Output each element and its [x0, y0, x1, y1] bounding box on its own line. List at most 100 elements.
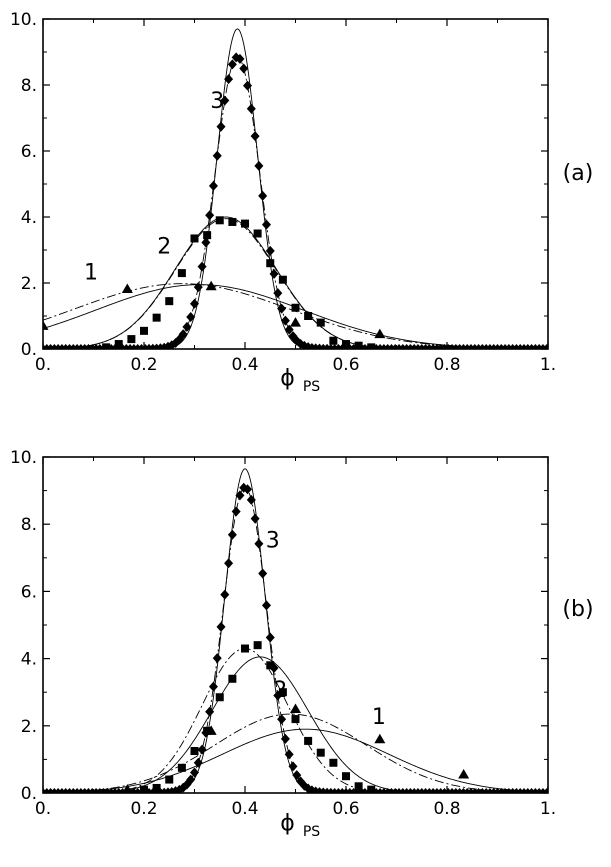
- series-3-diamond-marker: [288, 761, 298, 772]
- series-2-square-marker: [228, 217, 237, 226]
- series-3-diamond-marker: [167, 340, 177, 349]
- series-1-triangle-marker: [374, 733, 386, 744]
- panel-label: (a): [563, 161, 594, 186]
- series-2-square-marker: [140, 785, 148, 793]
- y-tick-label: 8.: [21, 76, 37, 96]
- series-2-square-marker: [316, 748, 325, 757]
- series-3-diamond-marker: [250, 513, 260, 524]
- series-1-fit-line: [43, 728, 548, 793]
- series-3-diamond-marker: [212, 150, 222, 161]
- series-3-diamond-marker: [197, 744, 207, 755]
- series-2-square-marker: [266, 661, 275, 670]
- series-2-square-marker: [203, 231, 212, 240]
- series-3-diamond-marker: [261, 219, 271, 230]
- series-3-diamond-marker: [216, 621, 226, 632]
- panel-label: (b): [562, 597, 593, 622]
- series-2-square-marker: [215, 693, 224, 702]
- series-3-diamond-marker: [265, 245, 275, 256]
- series-3-diamond-marker: [182, 321, 192, 332]
- series-2-square-marker: [190, 234, 199, 243]
- series-2-square-marker: [165, 297, 174, 306]
- series-3-diamond-marker: [542, 788, 548, 793]
- series-3-diamond-marker: [190, 298, 199, 309]
- plot-frame: [42, 18, 549, 350]
- series-3-diamond-marker: [280, 315, 290, 326]
- x-axis-label-subscript: PS: [303, 824, 320, 840]
- series-3-diamond-marker: [197, 261, 207, 272]
- x-tick-label: 0.8: [433, 799, 460, 819]
- series-2-square-marker: [316, 318, 325, 327]
- x-tick-label: 0.6: [332, 355, 359, 375]
- x-axis-label-subscript: PS: [303, 379, 320, 395]
- series-3-diamond-marker: [186, 774, 196, 785]
- series-3-diamond-marker: [284, 324, 294, 335]
- series-3-diamond-marker: [208, 180, 218, 191]
- series-3-diamond-marker: [231, 506, 241, 517]
- series-3-diamond-marker: [193, 757, 203, 768]
- series-3-diamond-marker: [273, 288, 283, 299]
- series-2-square-marker: [278, 275, 287, 284]
- series-3-diamond-marker: [224, 558, 234, 569]
- x-tick-label: 0.4: [231, 799, 258, 819]
- series-3-diamond-marker: [261, 600, 271, 611]
- series-3-diamond-marker: [193, 282, 203, 293]
- series-3-diamond-marker: [269, 268, 279, 279]
- plot-area: [43, 468, 548, 793]
- series-2-square-marker: [304, 312, 313, 320]
- x-tick-label: 0.8: [433, 355, 460, 375]
- series-3-diamond-marker: [178, 329, 188, 340]
- series-3-diamond-marker: [243, 484, 253, 495]
- panel-b: 0. 0.2 0.4 0.6 0.8 1. 0. 2. 4. 6. 8. 10. ϕ PS (b) 1 2 3: [10, 448, 594, 840]
- series-2-square-marker: [253, 229, 262, 238]
- series-3-diamond-marker: [220, 95, 230, 106]
- series-3-diamond-marker: [292, 770, 302, 781]
- y-tick-label: 10.: [10, 448, 37, 468]
- series-3-diamond-marker: [258, 190, 268, 201]
- series-3-diamond-marker: [190, 767, 199, 778]
- x-tick-label: 0.2: [130, 355, 157, 375]
- x-tick-label: 0.2: [130, 799, 157, 819]
- series-2-square-marker: [165, 775, 174, 784]
- series-2-label: 2: [273, 678, 287, 703]
- y-tick-label: 2.: [21, 274, 37, 294]
- series-2-square-marker: [177, 763, 186, 772]
- x-tick-label: 1.: [540, 799, 556, 819]
- series-3-fit-line: [43, 468, 548, 793]
- x-tick-label: 0.6: [332, 799, 359, 819]
- series-2-square-marker: [291, 715, 300, 724]
- series-2-square-marker: [140, 326, 148, 335]
- series-2-label: 2: [157, 234, 171, 259]
- series-3-diamond-marker: [258, 568, 268, 579]
- series-1-triangle-marker: [121, 283, 133, 293]
- y-tick-label: 10.: [10, 10, 37, 30]
- series-3-diamond-marker: [284, 749, 294, 760]
- plot-area: [43, 28, 548, 349]
- series-3-diamond-marker: [216, 121, 226, 132]
- series-3-diamond-marker: [227, 529, 237, 540]
- series-3-fit-line: [43, 28, 548, 349]
- x-tick-label: 0.4: [231, 355, 258, 375]
- series-3-diamond-marker: [243, 80, 253, 91]
- series-2-square-marker: [354, 341, 363, 349]
- series-2-square-marker: [278, 688, 287, 697]
- series-3-diamond-marker: [220, 589, 230, 600]
- series-2-square-marker: [152, 313, 161, 322]
- series-3-diamond-marker: [265, 632, 275, 643]
- series-3-diamond-marker: [212, 653, 222, 664]
- series-1-triangle-marker: [205, 280, 217, 291]
- series-2-square-marker: [291, 303, 300, 312]
- series-3-diamond-marker: [235, 490, 245, 501]
- y-tick-label: 6.: [21, 582, 37, 602]
- series-2-square-marker: [367, 785, 376, 793]
- series-2-square-marker: [354, 782, 363, 791]
- x-tick-label: 0.: [35, 799, 51, 819]
- y-tick-label: 0.: [21, 340, 37, 360]
- plot-frame: [42, 456, 549, 794]
- series-1-triangle-marker: [458, 769, 470, 779]
- series-2-square-marker: [190, 747, 199, 755]
- series-2-square-marker: [215, 216, 224, 225]
- series-2-square-marker: [228, 674, 237, 683]
- series-3-diamond-marker: [273, 690, 283, 701]
- series-3-dashed-line: [43, 486, 548, 793]
- series-3-diamond-marker: [277, 714, 287, 725]
